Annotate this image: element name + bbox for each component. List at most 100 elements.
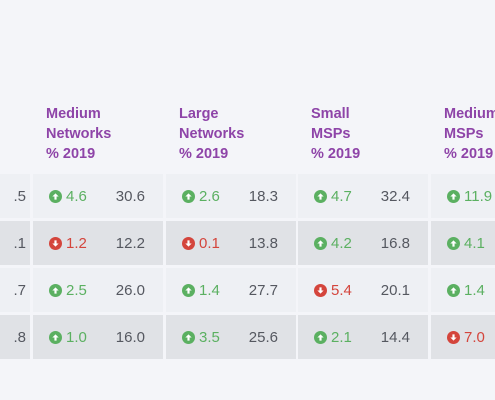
change-value: 1.4 bbox=[464, 281, 485, 299]
table-cell: 4.6 30.6 bbox=[33, 174, 163, 218]
cell-value: 14.4 bbox=[380, 328, 410, 346]
change-indicator: 2.5 bbox=[49, 282, 87, 299]
arrow-down-circle-icon bbox=[182, 236, 195, 250]
change-value: 2.5 bbox=[66, 281, 87, 299]
change-indicator: 2.1 bbox=[314, 329, 352, 346]
arrow-up-circle-icon bbox=[182, 283, 195, 297]
table-cell: 2.1 14.4 bbox=[298, 315, 428, 359]
header-medium-msps: Medium MSPs % 2019 bbox=[444, 104, 495, 164]
arrow-up-circle-icon bbox=[182, 189, 195, 203]
header-line: % 2019 bbox=[444, 146, 494, 162]
arrow-up-circle-icon bbox=[447, 189, 460, 203]
cell-value: 18.3 bbox=[248, 187, 278, 205]
change-indicator: 2.6 bbox=[182, 188, 220, 205]
change-value: 2.6 bbox=[199, 187, 220, 205]
cell-value: .7 bbox=[13, 281, 26, 299]
change-indicator: 1.2 bbox=[49, 235, 87, 252]
header-line: % 2019 bbox=[46, 146, 96, 162]
header-line: Medium bbox=[444, 106, 495, 122]
change-value: 0.1 bbox=[199, 234, 220, 252]
change-indicator: 11.9 bbox=[447, 188, 492, 205]
arrow-up-circle-icon bbox=[49, 283, 62, 297]
table-cell: 1.0 16.0 bbox=[33, 315, 163, 359]
table-cell: 4.7 32.4 bbox=[298, 174, 428, 218]
table-cell-edge: .5 bbox=[0, 174, 30, 218]
table-cell: 5.4 20.1 bbox=[298, 268, 428, 312]
table-cell: 1.4 27.7 bbox=[166, 268, 296, 312]
arrow-up-circle-icon bbox=[314, 189, 327, 203]
header-line: % 2019 bbox=[311, 146, 361, 162]
cell-value: 26.0 bbox=[115, 281, 145, 299]
arrow-down-circle-icon bbox=[49, 236, 62, 250]
arrow-up-circle-icon bbox=[49, 330, 62, 344]
change-indicator: 1.0 bbox=[49, 329, 87, 346]
arrow-up-circle-icon bbox=[314, 236, 327, 250]
table-cell: 1.2 12.2 bbox=[33, 221, 163, 265]
arrow-up-circle-icon bbox=[49, 189, 62, 203]
table-row: .1 1.2 12.2 0.1 13.8 4.2 16.8 4.1 bbox=[0, 221, 495, 265]
table-cell: 1.4 bbox=[431, 268, 495, 312]
cell-value: 16.0 bbox=[115, 328, 145, 346]
change-indicator: 4.1 bbox=[447, 235, 485, 252]
table-cell: 3.5 25.6 bbox=[166, 315, 296, 359]
change-value: 1.2 bbox=[66, 234, 87, 252]
header-large-networks: Large Networks % 2019 bbox=[179, 104, 244, 164]
header-small-msps: Small MSPs % 2019 bbox=[311, 104, 360, 164]
table-row: .7 2.5 26.0 1.4 27.7 5.4 20.1 1.4 bbox=[0, 268, 495, 312]
header-medium-networks: Medium Networks % 2019 bbox=[46, 104, 111, 164]
change-value: 4.7 bbox=[331, 187, 352, 205]
table-cell: 2.5 26.0 bbox=[33, 268, 163, 312]
change-indicator: 5.4 bbox=[314, 282, 352, 299]
cell-value: .8 bbox=[13, 328, 26, 346]
cell-value: 32.4 bbox=[380, 187, 410, 205]
header-line: MSPs bbox=[444, 126, 484, 142]
change-indicator: 7.0 bbox=[447, 329, 485, 346]
change-value: 1.0 bbox=[66, 328, 87, 346]
cell-value: .1 bbox=[13, 234, 26, 252]
arrow-up-circle-icon bbox=[314, 330, 327, 344]
cell-value: .5 bbox=[13, 187, 26, 205]
header-line: Networks bbox=[46, 126, 112, 142]
cell-value: 16.8 bbox=[380, 234, 410, 252]
cell-value: 25.6 bbox=[248, 328, 278, 346]
table-cell: 4.2 16.8 bbox=[298, 221, 428, 265]
table-cell-edge: .7 bbox=[0, 268, 30, 312]
arrow-up-circle-icon bbox=[182, 330, 195, 344]
change-value: 3.5 bbox=[199, 328, 220, 346]
table-cell: 4.1 bbox=[431, 221, 495, 265]
header-line: Medium bbox=[46, 106, 101, 122]
change-indicator: 4.7 bbox=[314, 188, 352, 205]
change-indicator: 1.4 bbox=[447, 282, 485, 299]
header-line: Networks bbox=[179, 126, 245, 142]
change-indicator: 4.2 bbox=[314, 235, 352, 252]
change-value: 7.0 bbox=[464, 328, 485, 346]
change-indicator: 0.1 bbox=[182, 235, 220, 252]
table-row: .8 1.0 16.0 3.5 25.6 2.1 14.4 7.0 bbox=[0, 315, 495, 359]
change-value: 1.4 bbox=[199, 281, 220, 299]
change-value: 4.1 bbox=[464, 234, 485, 252]
header-line: % 2019 bbox=[179, 146, 229, 162]
change-value: 2.1 bbox=[331, 328, 352, 346]
cell-value: 27.7 bbox=[248, 281, 278, 299]
arrow-down-circle-icon bbox=[314, 283, 327, 297]
header-line: MSPs bbox=[311, 126, 351, 142]
arrow-up-circle-icon bbox=[447, 283, 460, 297]
change-value: 4.2 bbox=[331, 234, 352, 252]
cell-value: 30.6 bbox=[115, 187, 145, 205]
header-line: Large bbox=[179, 106, 219, 122]
cell-value: 20.1 bbox=[380, 281, 410, 299]
table-cell: 0.1 13.8 bbox=[166, 221, 296, 265]
header-line: Small bbox=[311, 106, 350, 122]
change-indicator: 3.5 bbox=[182, 329, 220, 346]
table-cell: 11.9 bbox=[431, 174, 495, 218]
change-indicator: 4.6 bbox=[49, 188, 87, 205]
table-cell-edge: .1 bbox=[0, 221, 30, 265]
cell-value: 12.2 bbox=[115, 234, 145, 252]
table-header: Medium Networks % 2019 Large Networks % … bbox=[0, 104, 495, 164]
change-value: 11.9 bbox=[464, 187, 493, 205]
change-value: 5.4 bbox=[331, 281, 352, 299]
table-cell: 7.0 bbox=[431, 315, 495, 359]
change-indicator: 1.4 bbox=[182, 282, 220, 299]
table-row: .5 4.6 30.6 2.6 18.3 4.7 32.4 11.9 bbox=[0, 174, 495, 218]
